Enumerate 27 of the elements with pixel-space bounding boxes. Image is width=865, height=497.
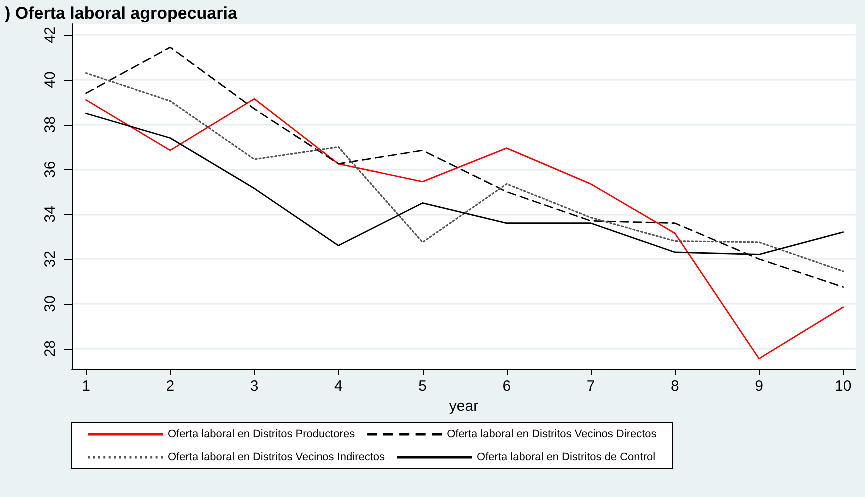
x-axis-title: year (449, 398, 479, 415)
line-series (86, 46, 844, 288)
x-tick-label: 2 (166, 378, 175, 395)
y-tick-label: 36 (42, 161, 59, 178)
legend-label: Oferta laboral en Distritos de Control (477, 452, 656, 464)
y-tick-label: 32 (42, 250, 59, 268)
x-tick-label: 3 (250, 378, 259, 395)
x-tick-label: 8 (670, 378, 680, 395)
x-tick-label: 6 (502, 378, 512, 395)
x-tick-label: 1 (82, 378, 90, 395)
y-tick-label: 38 (42, 116, 59, 134)
legend-label: Oferta laboral en Distritos Productores (168, 428, 356, 440)
chart-title: ) Oferta laboral agropecuaria (5, 4, 238, 23)
legend-label: Oferta laboral en Distritos Vecinos Indirectos (168, 452, 386, 464)
x-tick-label: 9 (755, 378, 764, 395)
y-tick-label: 30 (42, 296, 59, 312)
x-tick-label: 7 (586, 378, 596, 395)
y-tick-label: 40 (42, 72, 59, 88)
line-series (86, 72, 844, 272)
y-tick-label: 34 (42, 206, 59, 223)
x-tick-label: 4 (334, 378, 343, 395)
legend-label: Oferta laboral en Distritos Vecinos Directos (447, 428, 658, 440)
x-tick-label: 5 (418, 378, 427, 395)
y-tick-label: 28 (42, 340, 59, 358)
x-tick-label: 10 (835, 378, 852, 395)
line-series (86, 98, 844, 360)
y-tick-label: 42 (42, 26, 59, 44)
